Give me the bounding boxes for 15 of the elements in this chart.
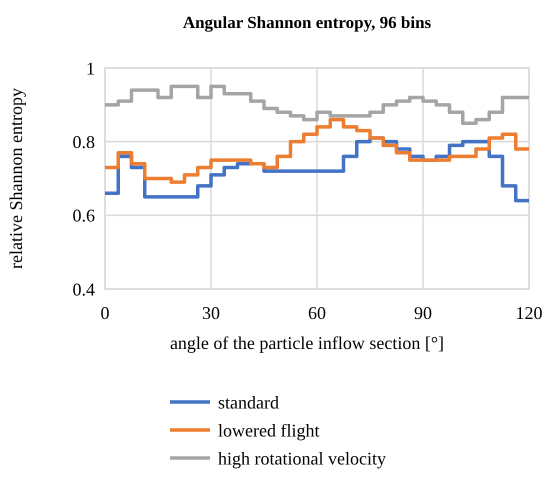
x-tick-label: 90	[414, 303, 432, 323]
x-tick-label: 120	[516, 303, 542, 323]
y-axis-title: relative Shannon entropy	[6, 88, 26, 269]
x-axis-title: angle of the particle inflow section [°]	[170, 333, 444, 353]
y-tick-label: 1	[86, 58, 95, 78]
y-tick-label: 0.4	[72, 279, 95, 300]
x-tick-label: 30	[202, 303, 220, 323]
y-tick-label: 0.6	[72, 206, 95, 226]
x-tick-label: 0	[100, 303, 110, 323]
y-tick-label: 0.8	[72, 132, 95, 152]
legend-label: standard	[218, 392, 279, 412]
x-tick-label: 60	[308, 303, 326, 323]
chart-title: Angular Shannon entropy, 96 bins	[182, 13, 432, 32]
legend-label: high rotational velocity	[218, 448, 386, 468]
legend-label: lowered flight	[218, 420, 320, 440]
